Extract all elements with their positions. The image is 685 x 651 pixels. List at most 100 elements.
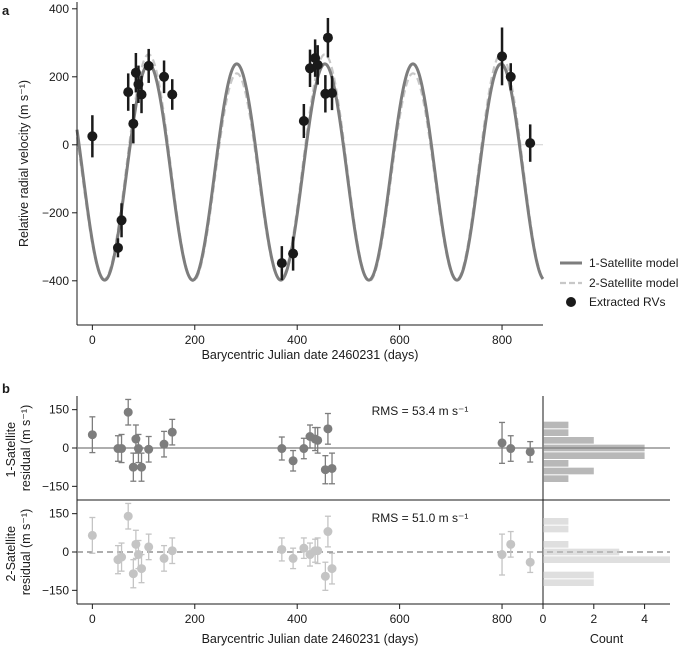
panel-a-axes: −400 −200 0 200 400 0 200 400 600 800 xyxy=(42,2,543,347)
panel-a-y-tick-label: 200 xyxy=(49,70,69,84)
residual-point xyxy=(128,569,138,579)
panel-a-y-tick-label: 400 xyxy=(49,2,69,16)
legend-extracted-rvs-label: Extracted RVs xyxy=(589,295,665,309)
histogram-bar xyxy=(543,525,569,533)
residual-point xyxy=(327,564,337,574)
histogram-bar xyxy=(543,452,645,459)
two-satellite-residual-y-label: 2-Satellite residual (m s⁻¹) xyxy=(4,509,33,595)
residual-point xyxy=(128,462,138,472)
panel-b-plot: 0 200 400 600 800 0 2 4 −150 0 150 −150 0 150 RMS =… xyxy=(4,396,670,646)
extracted-rvs-points xyxy=(87,17,536,281)
residual-point xyxy=(323,424,333,434)
legend-extracted-rvs-marker xyxy=(566,297,576,307)
one-satellite-residual-y-label-line-1: 1-Satellite xyxy=(4,422,18,478)
panel-a-y-tick-label: 0 xyxy=(62,138,69,152)
one-satellite-model-line xyxy=(75,62,545,282)
residual-point xyxy=(506,444,516,454)
rv-point xyxy=(312,59,323,70)
rv-point xyxy=(112,242,123,253)
histogram-bar xyxy=(543,548,620,556)
histogram-bar xyxy=(543,556,670,563)
residual-y-tick-label: 150 xyxy=(49,507,69,521)
residual-point xyxy=(123,407,133,417)
residual-point xyxy=(133,444,143,454)
panel-b-x-tick-label: 0 xyxy=(89,612,96,626)
rv-point xyxy=(136,89,147,100)
rv-point xyxy=(322,32,333,43)
residual-y-tick-label: −150 xyxy=(42,583,69,597)
residual-point xyxy=(525,557,535,567)
histogram-bar xyxy=(543,429,569,436)
residual-point xyxy=(525,447,535,457)
residual-point xyxy=(299,444,309,454)
histogram-bar xyxy=(543,518,569,525)
rv-point xyxy=(525,138,536,149)
histogram-x-tick-label: 4 xyxy=(641,612,648,626)
histogram-bar xyxy=(543,475,569,482)
residual-point xyxy=(133,550,143,560)
residual-point xyxy=(87,530,97,540)
residual-point xyxy=(87,430,97,440)
residual-point xyxy=(123,511,133,521)
residual-point xyxy=(313,546,323,556)
rv-point xyxy=(497,51,508,62)
histogram-bar xyxy=(543,437,594,444)
rms-two-satellite: RMS = 51.0 m s⁻¹ xyxy=(372,511,469,525)
rv-point xyxy=(327,88,338,99)
panel-a-letter: a xyxy=(2,3,10,18)
residual-point xyxy=(167,546,177,556)
histogram-bar xyxy=(543,467,594,475)
residual-point xyxy=(159,553,169,563)
residual-y-tick-label: 150 xyxy=(49,403,69,417)
rv-point xyxy=(123,87,134,98)
residual-point xyxy=(323,527,333,537)
residual-point xyxy=(299,543,309,553)
rv-point xyxy=(128,118,139,129)
two-satellite-residual-panel: −150 0 150 xyxy=(42,502,670,597)
panel-a-x-tick-label: 800 xyxy=(492,333,512,347)
residual-point xyxy=(327,463,337,473)
residual-y-tick-label: 0 xyxy=(62,441,69,455)
residual-point xyxy=(497,438,507,448)
residual-point xyxy=(277,444,287,454)
residual-point xyxy=(506,539,516,549)
panel-a-x-tick-label: 400 xyxy=(287,333,307,347)
residual-y-tick-label: −150 xyxy=(42,479,69,493)
panel-b-x-tick-label: 600 xyxy=(390,612,410,626)
legend: 1-Satellite model 2-Satellite model Extr… xyxy=(560,256,678,309)
histogram-x-tick-label: 0 xyxy=(540,612,547,626)
histogram-bar xyxy=(543,460,569,467)
panel-b-letter: b xyxy=(2,381,10,396)
residual-y-tick-label: 0 xyxy=(62,545,69,559)
panel-a-y-axis-label: Relative radial velocity (m s⁻¹) xyxy=(17,80,31,247)
two-satellite-residual-y-label-line-1: 2-Satellite xyxy=(4,526,18,582)
residual-point xyxy=(497,550,507,560)
one-satellite-residual-y-label-line-2: residual (m s⁻¹) xyxy=(19,405,33,491)
residual-point xyxy=(117,444,127,454)
rv-point xyxy=(276,258,287,269)
panel-a-x-tick-label: 0 xyxy=(89,333,96,347)
panel-a-x-tick-label: 200 xyxy=(185,333,205,347)
rv-point xyxy=(505,71,516,82)
rv-point xyxy=(143,60,154,71)
panel-a-plot: −400 −200 0 200 400 0 200 400 600 800 Barycentric… xyxy=(17,2,545,362)
rv-point xyxy=(298,116,309,126)
legend-one-satellite-label: 1-Satellite model xyxy=(589,256,678,270)
residual-point xyxy=(288,553,298,563)
legend-two-satellite-label: 2-Satellite model xyxy=(589,276,678,290)
histogram-bar xyxy=(543,579,594,586)
residual-point xyxy=(144,444,154,454)
panel-a-x-tick-label: 600 xyxy=(390,333,410,347)
panel-a-x-axis-label: Barycentric Julian date 2460231 (days) xyxy=(202,348,419,362)
residual-point xyxy=(167,427,177,437)
panel-b-frame: 0 200 400 600 800 0 2 4 xyxy=(76,396,670,626)
rv-point xyxy=(305,63,315,74)
histogram-bar xyxy=(543,421,569,429)
histogram-x-tick-label: 2 xyxy=(590,612,597,626)
rv-point xyxy=(116,215,127,226)
histogram-bar xyxy=(543,541,569,548)
panel-b-x-tick-label: 400 xyxy=(287,612,307,626)
residual-point xyxy=(117,552,127,562)
panel-b-x-axis-label: Barycentric Julian date 2460231 (days) xyxy=(202,632,419,646)
